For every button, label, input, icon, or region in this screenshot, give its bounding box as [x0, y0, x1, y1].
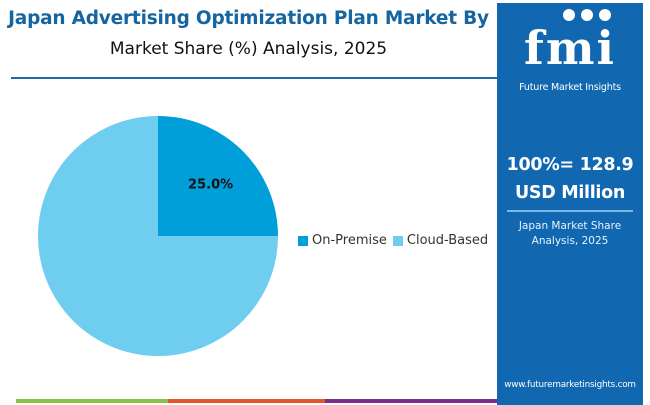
header-divider — [11, 77, 497, 79]
pie-slice-cloud-based — [38, 116, 278, 356]
logo-brand-name: Future Market Insights — [519, 82, 621, 93]
website-link[interactable]: www.futuremarketinsights.com — [504, 380, 636, 390]
legend-swatch-cloud-based — [392, 235, 403, 246]
legend-item-cloud-based: Cloud-Based — [392, 233, 489, 248]
market-total: 100%= 128.9 USD Million — [497, 151, 643, 207]
globe-asia-icon — [599, 9, 611, 21]
data-label-on-premise: 25.0% — [188, 177, 233, 192]
pie-slices — [38, 116, 278, 356]
market-total-unit: USD Million — [514, 183, 626, 203]
chart-title: Japan Advertising Optimization Plan Mark… — [0, 4, 497, 63]
footer-strip-purple — [325, 399, 497, 403]
panel-caption: Japan Market Share Analysis, 2025 — [497, 219, 643, 249]
panel-divider — [507, 210, 633, 212]
chart-legend: On-Premise Cloud-Based — [298, 233, 494, 248]
chart-title-line1: Japan Advertising Optimization Plan Mark… — [8, 8, 489, 29]
panel-caption-line1: Japan Market Share — [518, 220, 622, 232]
legend-label-cloud-based: Cloud-Based — [406, 233, 489, 248]
panel-caption-line2: Analysis, 2025 — [531, 235, 609, 247]
legend-swatch-on-premise — [298, 235, 308, 246]
logo-globe-icons — [563, 9, 611, 21]
legend-label-on-premise: On-Premise — [312, 233, 387, 248]
pie-slice-on-premise — [158, 116, 278, 236]
legend-item-on-premise: On-Premise — [298, 233, 387, 248]
market-total-value: 100%= 128.9 — [506, 155, 634, 175]
pie-labels: 25.0% — [188, 177, 233, 192]
footer-strip-orange — [168, 399, 325, 403]
logo-mark: fmi — [524, 21, 616, 75]
fmi-logo: fmi Future Market Insights — [497, 9, 643, 95]
pie-chart: 25.0% — [38, 116, 278, 356]
globe-europe-icon — [581, 9, 593, 21]
chart-subtitle: Market Share (%) Analysis, 2025 — [109, 39, 388, 59]
info-panel: fmi Future Market Insights 100%= 128.9 U… — [497, 3, 643, 405]
footer-strip-green — [16, 399, 168, 403]
globe-americas-icon — [563, 9, 575, 21]
